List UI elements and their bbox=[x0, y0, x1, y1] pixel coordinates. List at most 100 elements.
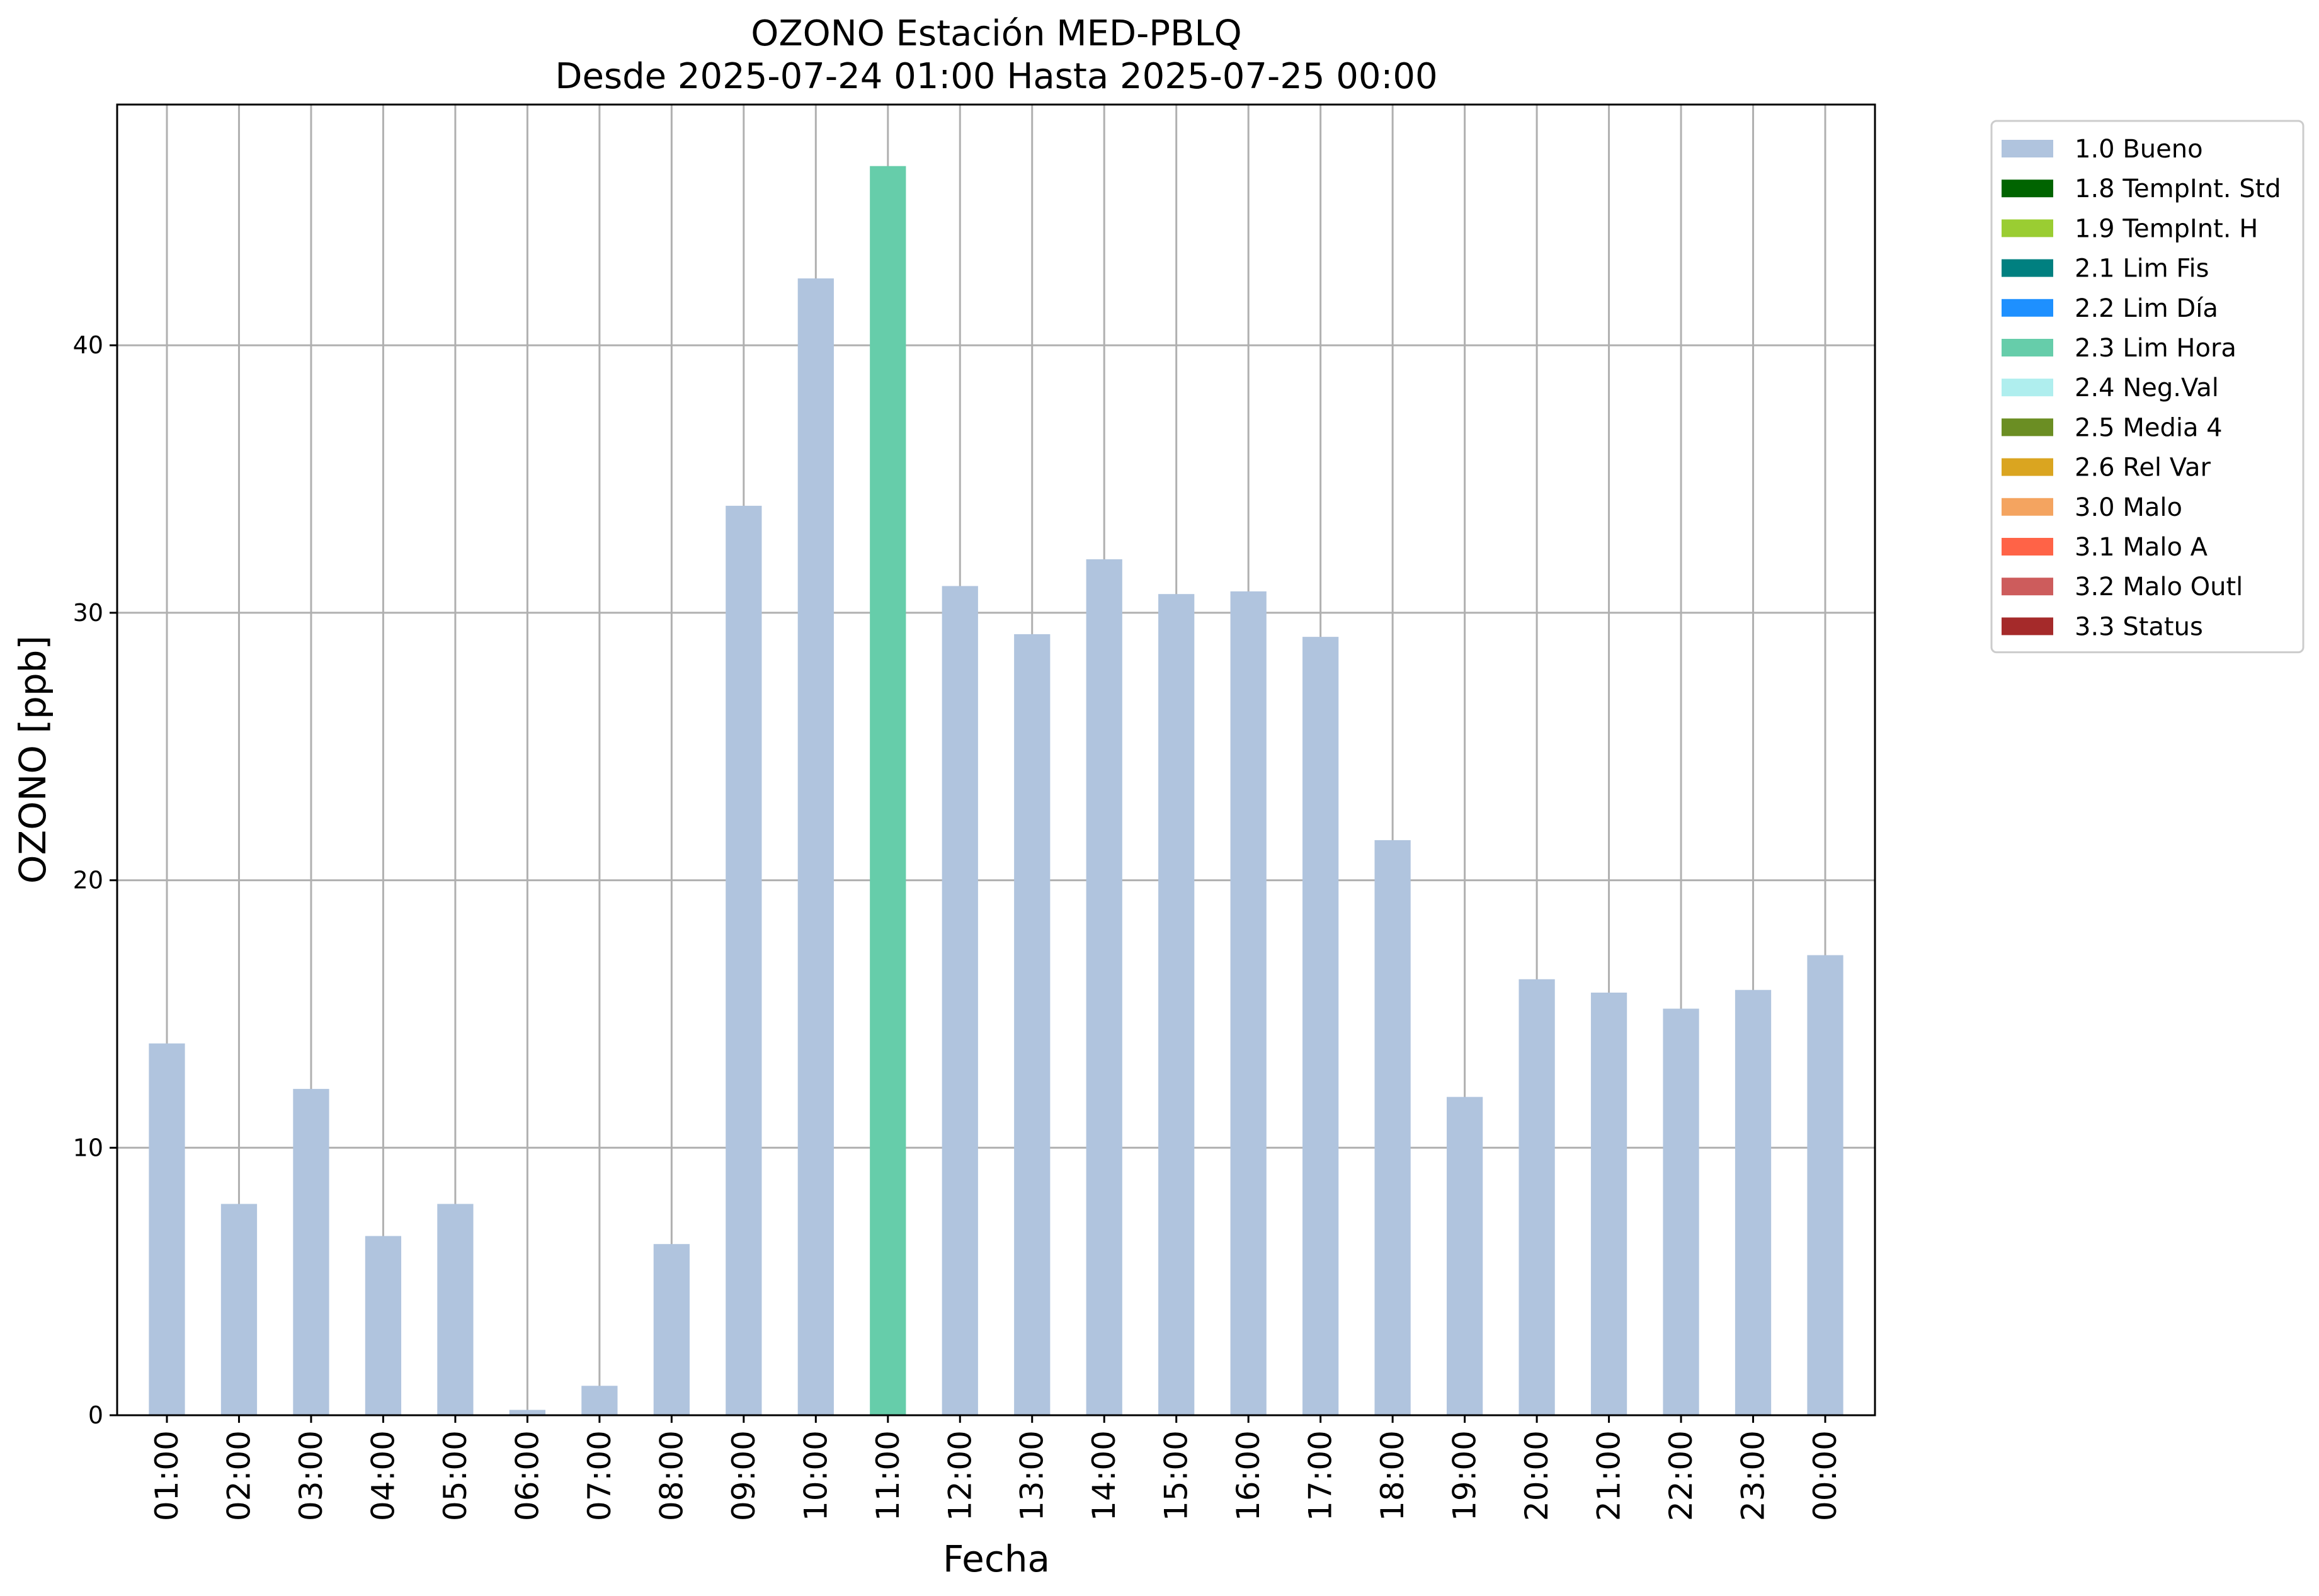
legend-item: 2.2 Lim Día bbox=[2002, 294, 2218, 323]
x-tick-label: 06:00 bbox=[509, 1430, 545, 1521]
x-axis-ticks: 01:00 02:00 03:00 04:00 05:00 06:00 07:00 08:00… bbox=[149, 1415, 1843, 1521]
legend-item: 1.8 TempInt. Std bbox=[2002, 174, 2281, 203]
x-tick-label: 08:00 bbox=[653, 1430, 690, 1521]
legend-item: 1.9 TempInt. H bbox=[2002, 214, 2258, 243]
y-axis-ticks: 0 10 20 30 40 bbox=[73, 331, 117, 1429]
legend-item: 3.3 Status bbox=[2002, 612, 2203, 641]
legend-item: 2.4 Neg.Val bbox=[2002, 373, 2219, 402]
y-tick-label: 20 bbox=[73, 867, 103, 894]
bar-1400 bbox=[1086, 559, 1122, 1415]
x-tick-label: 05:00 bbox=[437, 1430, 474, 1521]
x-tick-label: 11:00 bbox=[870, 1430, 906, 1521]
x-tick-label: 01:00 bbox=[149, 1430, 185, 1521]
legend-item: 2.6 Rel Var bbox=[2002, 453, 2211, 482]
legend-label: 3.2 Malo Outl bbox=[2075, 573, 2243, 601]
legend-swatch bbox=[2002, 299, 2053, 317]
x-tick-label: 03:00 bbox=[293, 1430, 329, 1521]
x-tick-label: 14:00 bbox=[1086, 1430, 1122, 1521]
x-tick-label: 13:00 bbox=[1014, 1430, 1051, 1521]
bar-0000 bbox=[1807, 955, 1843, 1415]
bar-0100 bbox=[149, 1043, 185, 1415]
plot-frame bbox=[116, 103, 1876, 1416]
legend-swatch bbox=[2002, 498, 2053, 516]
bar-2300 bbox=[1735, 989, 1772, 1415]
y-tick-label: 10 bbox=[73, 1134, 103, 1161]
legend-label: 1.0 Bueno bbox=[2075, 135, 2203, 164]
x-tick-label: 20:00 bbox=[1518, 1430, 1555, 1521]
legend-item: 3.0 Malo bbox=[2002, 493, 2182, 522]
legend-swatch bbox=[2002, 578, 2053, 596]
legend-label: 3.0 Malo bbox=[2075, 493, 2182, 522]
legend-swatch bbox=[2002, 538, 2053, 556]
legend-swatch bbox=[2002, 339, 2053, 356]
bar-1100 bbox=[870, 166, 906, 1416]
legend-label: 1.8 TempInt. Std bbox=[2075, 174, 2281, 203]
bar-0500 bbox=[437, 1204, 474, 1415]
legend-item: 2.1 Lim Fis bbox=[2002, 254, 2209, 283]
bar-0200 bbox=[220, 1204, 258, 1415]
x-tick-label: 04:00 bbox=[365, 1430, 401, 1521]
bar-2000 bbox=[1518, 979, 1555, 1415]
y-axis-label: OZONO [ppb] bbox=[11, 636, 54, 884]
legend-swatch bbox=[2002, 219, 2053, 237]
x-tick-label: 22:00 bbox=[1663, 1430, 1699, 1521]
legend: 1.0 Bueno 1.8 TempInt. Std 1.9 TempInt. H 2… bbox=[1990, 120, 2305, 654]
x-tick-label: 15:00 bbox=[1158, 1430, 1195, 1521]
legend-swatch bbox=[2002, 617, 2053, 636]
x-tick-label: 17:00 bbox=[1302, 1430, 1339, 1521]
legend-swatch bbox=[2002, 140, 2053, 157]
legend-swatch bbox=[2002, 379, 2053, 397]
chart-subtitle: Desde 2025-07-24 01:00 Hasta 2025-07-25 … bbox=[555, 56, 1437, 97]
bar-0300 bbox=[293, 1088, 329, 1415]
bar-1600 bbox=[1230, 591, 1267, 1415]
bar-0700 bbox=[581, 1386, 618, 1415]
x-tick-label: 00:00 bbox=[1807, 1430, 1843, 1521]
legend-label: 2.5 Media 4 bbox=[2075, 413, 2223, 442]
bar-0400 bbox=[365, 1236, 402, 1415]
legend-swatch bbox=[2002, 180, 2053, 198]
x-tick-label: 10:00 bbox=[797, 1430, 834, 1521]
chart-title: OZONO Estación MED-PBLQ bbox=[751, 13, 1242, 54]
legend-label: 1.9 TempInt. H bbox=[2075, 214, 2258, 243]
x-tick-label: 19:00 bbox=[1447, 1430, 1483, 1521]
bar-1200 bbox=[942, 586, 978, 1415]
bar-2200 bbox=[1663, 1008, 1699, 1415]
legend-swatch bbox=[2002, 259, 2053, 277]
bar-1800 bbox=[1374, 840, 1411, 1415]
bar-1900 bbox=[1446, 1097, 1483, 1415]
x-tick-label: 23:00 bbox=[1735, 1430, 1772, 1521]
bar-2100 bbox=[1590, 992, 1627, 1415]
x-tick-label: 18:00 bbox=[1374, 1430, 1411, 1521]
legend-item: 3.2 Malo Outl bbox=[2002, 573, 2243, 601]
x-tick-label: 21:00 bbox=[1591, 1430, 1627, 1521]
legend-label: 2.3 Lim Hora bbox=[2075, 334, 2236, 363]
legend-item: 1.0 Bueno bbox=[2002, 135, 2203, 164]
y-tick-label: 40 bbox=[73, 331, 103, 359]
x-tick-label: 16:00 bbox=[1230, 1430, 1267, 1521]
legend-label: 2.1 Lim Fis bbox=[2075, 254, 2209, 283]
x-tick-label: 12:00 bbox=[942, 1430, 978, 1521]
bars bbox=[149, 166, 1843, 1416]
x-tick-label: 09:00 bbox=[726, 1430, 762, 1521]
x-tick-label: 07:00 bbox=[581, 1430, 618, 1521]
y-tick-label: 30 bbox=[73, 599, 103, 627]
bar-1500 bbox=[1158, 594, 1195, 1415]
bar-0800 bbox=[653, 1244, 690, 1415]
legend-label: 2.6 Rel Var bbox=[2075, 453, 2211, 482]
legend-label: 2.2 Lim Día bbox=[2075, 294, 2218, 323]
bar-1700 bbox=[1302, 637, 1339, 1415]
x-tick-label: 02:00 bbox=[220, 1430, 257, 1521]
x-axis-label: Fecha bbox=[943, 1537, 1050, 1580]
legend-item: 2.3 Lim Hora bbox=[2002, 334, 2236, 363]
bar-1000 bbox=[797, 278, 834, 1415]
bar-0900 bbox=[726, 506, 762, 1416]
bar-1300 bbox=[1014, 634, 1051, 1416]
legend-swatch bbox=[2002, 418, 2053, 436]
legend-label: 2.4 Neg.Val bbox=[2075, 373, 2219, 402]
bar-0600 bbox=[509, 1410, 546, 1415]
legend-label: 3.3 Status bbox=[2075, 612, 2203, 641]
y-tick-label: 0 bbox=[88, 1401, 103, 1429]
legend-item: 2.5 Media 4 bbox=[2002, 413, 2223, 442]
legend-item: 3.1 Malo A bbox=[2002, 533, 2208, 562]
